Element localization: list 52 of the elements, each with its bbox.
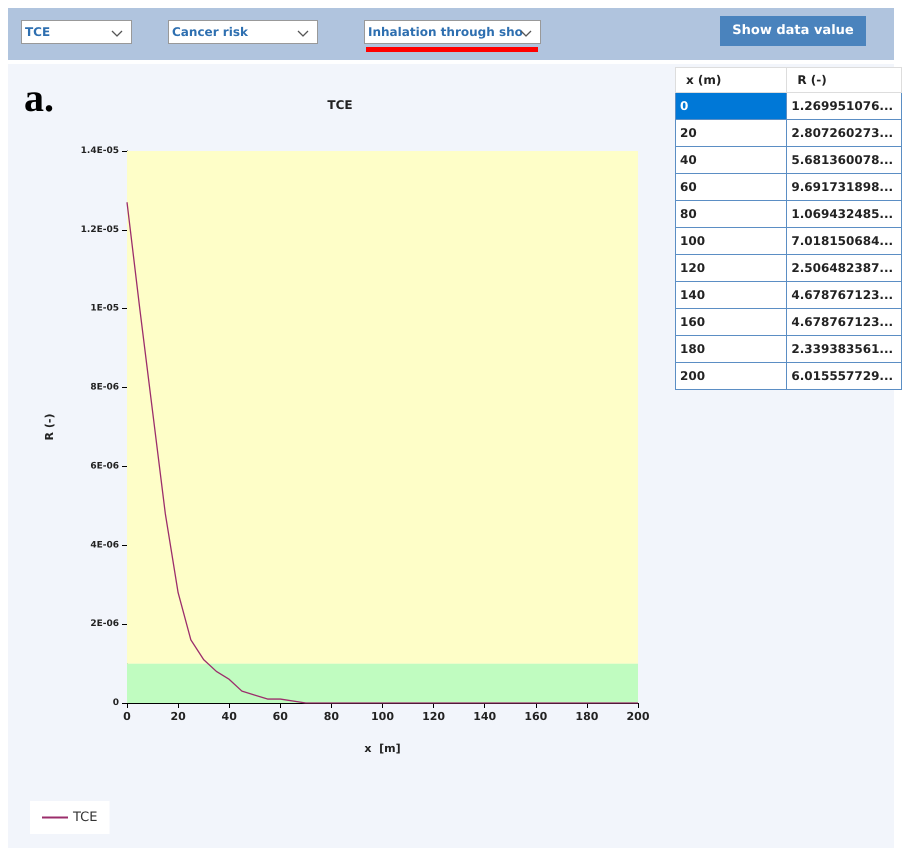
x-axis-title: x [m] (364, 742, 401, 755)
x-tick-label: 180 (575, 710, 599, 723)
legend-label: TCE (72, 810, 98, 825)
y-tick-label: 1.4E-05 (80, 146, 119, 156)
y-tick-label: 4E-06 (90, 540, 119, 550)
text: x (m) (676, 68, 787, 92)
chart-title: TCE (327, 98, 353, 112)
text: 60 (676, 174, 787, 200)
text: 2.339383561... (786, 336, 902, 362)
x-tick-label: 20 (170, 710, 186, 723)
x-tick-label: 120 (422, 710, 446, 723)
x-tick-label: 160 (524, 710, 548, 723)
y-tick-label: 1.2E-05 (80, 224, 119, 235)
text: Inhalation through sho (368, 25, 523, 39)
text: 1.269951076... (786, 92, 902, 120)
text: 7.018150684... (786, 228, 902, 254)
x-tick-label: 140 (473, 710, 497, 723)
text: 6.015557729... (786, 362, 902, 390)
x-tick-label: 200 (626, 710, 650, 723)
x-tick-label: 80 (324, 710, 340, 723)
text: 0 (676, 92, 787, 120)
text: 5.681360078... (786, 146, 902, 174)
text: 20 (676, 120, 787, 146)
text: 120 (676, 254, 787, 282)
text: 4.678767123... (786, 282, 902, 308)
x-tick-label: 0 (123, 710, 132, 723)
y-tick-label: 6E-06 (90, 461, 119, 472)
text: Cancer risk (172, 25, 248, 39)
text: 140 (676, 282, 787, 308)
text: 2.807260273... (786, 120, 902, 146)
text: 100 (676, 228, 787, 254)
y-axis-title: R (-) (43, 414, 56, 440)
text: R (-) (786, 68, 902, 92)
text: 1.069432485... (786, 200, 902, 228)
text: 160 (676, 308, 787, 336)
x-tick-label: 100 (371, 710, 394, 723)
y-tick-label: 0 (112, 698, 119, 708)
y-tick-label: 8E-06 (90, 382, 119, 393)
x-tick-label: 60 (272, 710, 288, 723)
y-tick-label: 2E-06 (90, 619, 119, 630)
text: 4.678767123... (786, 308, 902, 336)
x-tick-label: 40 (222, 710, 238, 723)
text: 40 (676, 146, 787, 174)
text: 200 (676, 362, 787, 390)
text: a. (24, 74, 54, 121)
text: 80 (676, 200, 787, 228)
text: 180 (676, 336, 787, 362)
text: TCE (25, 25, 50, 39)
y-tick-label: 1E-05 (90, 304, 119, 314)
text: 2.506482387... (786, 254, 902, 282)
text: 9.691731898... (786, 174, 902, 200)
text: Show data value (720, 16, 866, 46)
